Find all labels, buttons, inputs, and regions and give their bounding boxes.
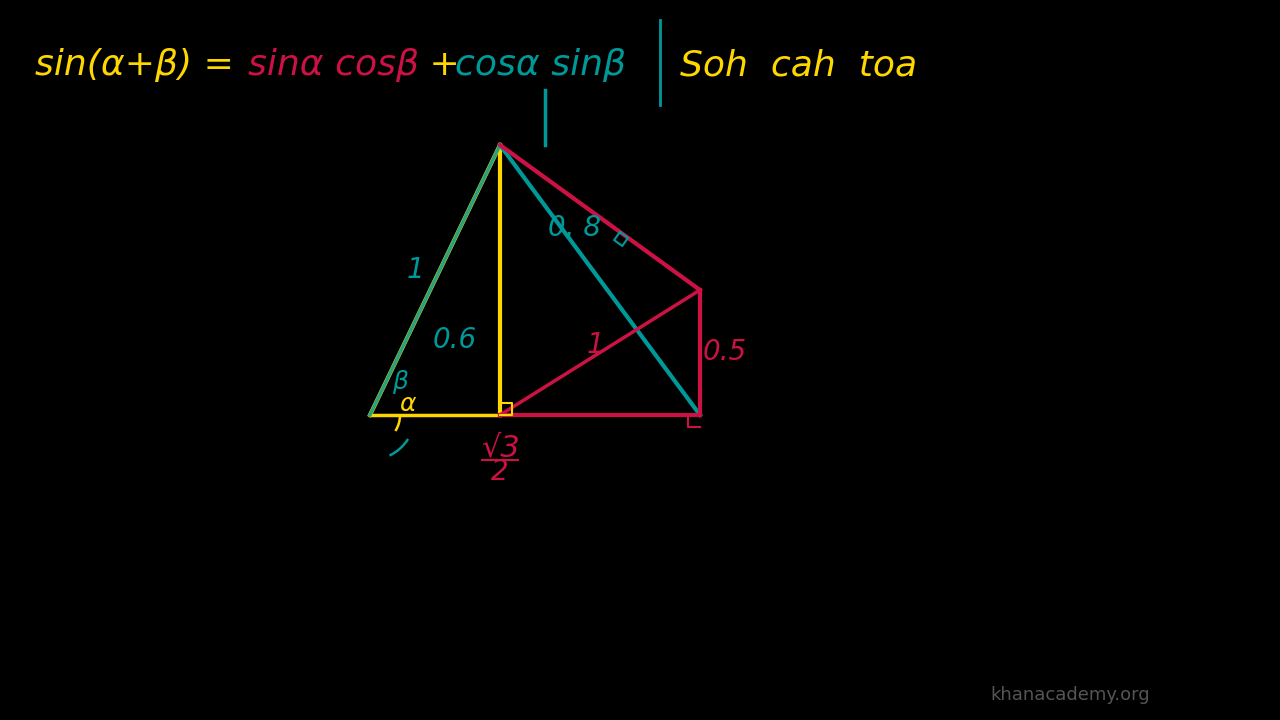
Text: √3: √3 <box>480 433 520 462</box>
Text: sin(α+β) =: sin(α+β) = <box>35 48 246 82</box>
Text: sinα cosβ: sinα cosβ <box>248 48 419 82</box>
Text: 1: 1 <box>586 331 604 359</box>
Text: 0.5: 0.5 <box>703 338 748 366</box>
Text: β: β <box>392 370 408 394</box>
Text: Soh  cah  toa: Soh cah toa <box>680 48 918 82</box>
Text: 0.6: 0.6 <box>433 326 477 354</box>
Text: α: α <box>399 392 416 416</box>
Text: 1: 1 <box>406 256 424 284</box>
Text: +: + <box>419 48 471 82</box>
Text: 0. 8: 0. 8 <box>549 214 602 242</box>
Text: 2: 2 <box>492 458 509 486</box>
Text: cosα sinβ: cosα sinβ <box>454 48 626 82</box>
Text: khanacademy.org: khanacademy.org <box>991 686 1149 704</box>
